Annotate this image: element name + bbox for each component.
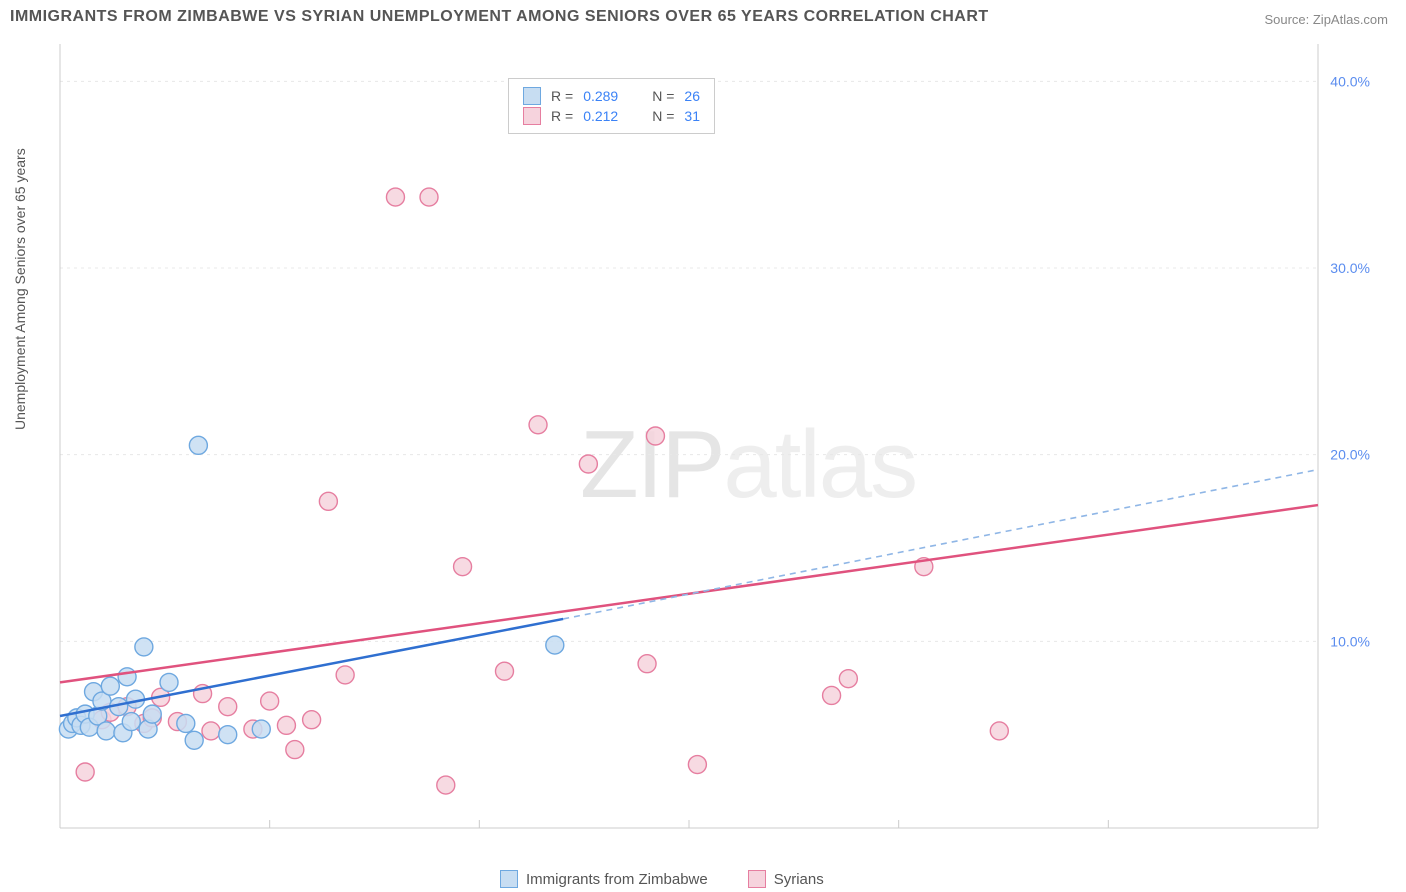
r-value-syrians: 0.212	[583, 108, 618, 124]
y-tick-label: 10.0%	[1330, 633, 1370, 649]
n-label: N =	[652, 88, 674, 104]
swatch-zimbabwe	[523, 87, 541, 105]
r-label: R =	[551, 88, 573, 104]
y-axis-label: Unemployment Among Seniors over 65 years	[12, 148, 28, 430]
y-tick-label: 40.0%	[1330, 73, 1370, 89]
y-tick-label: 20.0%	[1330, 447, 1370, 463]
stats-row-zimbabwe: R = 0.289 N = 26	[523, 87, 700, 105]
scatter-chart-svg: 10.0% 20.0% 30.0% 40.0% 0.0% 15.0%	[48, 38, 1388, 838]
n-label: N =	[652, 108, 674, 124]
n-value-zimbabwe: 26	[684, 88, 700, 104]
legend-label-zimbabwe: Immigrants from Zimbabwe	[526, 871, 708, 888]
legend-label-syrians: Syrians	[774, 871, 824, 888]
x-tick-label: 0.0%	[54, 837, 86, 838]
r-label: R =	[551, 108, 573, 124]
source-label: Source:	[1264, 12, 1312, 27]
stats-row-syrians: R = 0.212 N = 31	[523, 107, 700, 125]
correlation-stats-box: R = 0.289 N = 26 R = 0.212 N = 31	[508, 78, 715, 134]
source-name: ZipAtlas.com	[1313, 12, 1388, 27]
source-attribution: Source: ZipAtlas.com	[1264, 12, 1388, 27]
legend-item-syrians: Syrians	[748, 870, 824, 888]
chart-plot-area: 10.0% 20.0% 30.0% 40.0% 0.0% 15.0% R = 0.289 …	[48, 38, 1388, 838]
legend-swatch-zimbabwe	[500, 870, 518, 888]
bottom-legend: Immigrants from Zimbabwe Syrians	[500, 870, 824, 888]
legend-item-zimbabwe: Immigrants from Zimbabwe	[500, 870, 708, 888]
legend-swatch-syrians	[748, 870, 766, 888]
n-value-syrians: 31	[684, 108, 700, 124]
x-tick-label: 15.0%	[1330, 837, 1370, 838]
chart-title: IMMIGRANTS FROM ZIMBABWE VS SYRIAN UNEMP…	[10, 8, 989, 26]
swatch-syrians	[523, 107, 541, 125]
r-value-zimbabwe: 0.289	[583, 88, 618, 104]
y-tick-label: 30.0%	[1330, 260, 1370, 276]
